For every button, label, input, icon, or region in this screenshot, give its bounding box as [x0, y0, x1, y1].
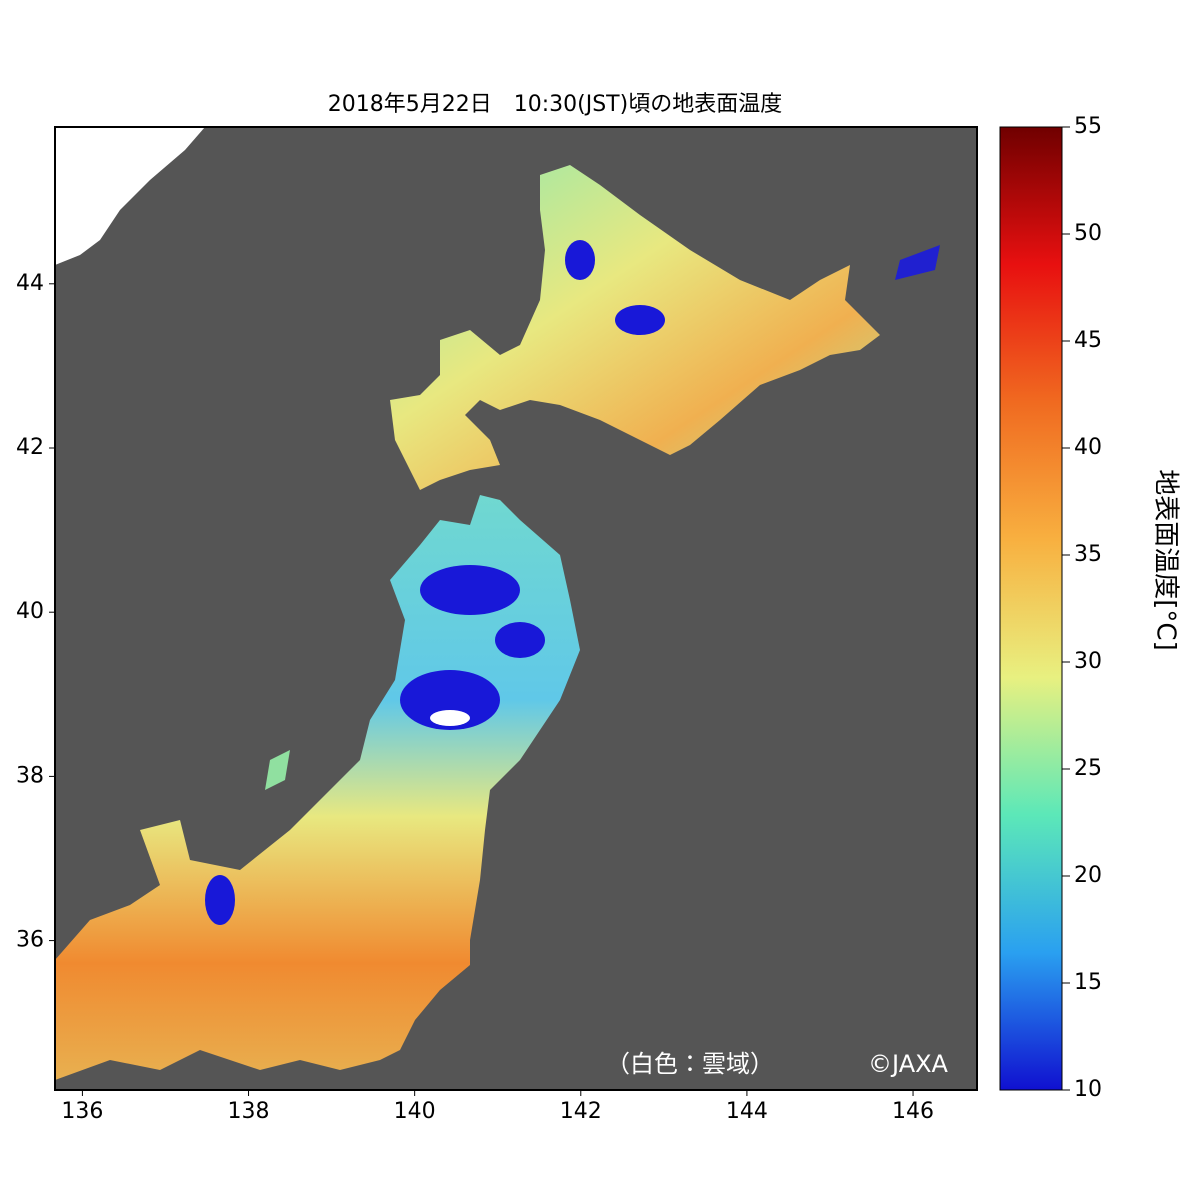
y-tick-label: 42: [16, 435, 44, 460]
colorbar: [999, 126, 1063, 1091]
y-tick-label: 44: [16, 271, 44, 296]
colorbar-tick-label: 25: [1074, 756, 1102, 781]
x-tick-label: 144: [726, 1099, 768, 1124]
colorbar-tick-label: 40: [1074, 435, 1102, 460]
y-tick-label: 40: [16, 599, 44, 624]
x-tick-label: 138: [228, 1099, 270, 1124]
no-data-area: [55, 127, 205, 265]
y-tick-label: 36: [16, 928, 44, 953]
x-tick-label: 136: [61, 1099, 103, 1124]
cloud: [430, 710, 470, 726]
colorbar-tick-label: 15: [1074, 970, 1102, 995]
colorbar-tick-label: 35: [1074, 542, 1102, 567]
kuril-island: [895, 245, 940, 280]
title: 2018年5月22日 10:30(JST)頃の地表面温度: [328, 92, 782, 117]
honshu: [55, 495, 580, 1080]
cloud-note: （白色：雲域）: [606, 1050, 774, 1078]
colorbar-tick-label: 45: [1074, 328, 1102, 353]
map-frame: [54, 126, 978, 1091]
colorbar-tick-label: 10: [1074, 1077, 1102, 1102]
credit: ©JAXA: [868, 1050, 949, 1078]
colorbar-label: 地表面温度[°C]: [1151, 469, 1181, 650]
map: （白色：雲域） ©JAXA: [55, 127, 977, 1090]
x-tick-label: 140: [394, 1099, 436, 1124]
x-tick-label: 142: [560, 1099, 602, 1124]
sado-island: [265, 750, 290, 790]
colorbar-tick-label: 50: [1074, 221, 1102, 246]
colorbar-tick-label: 55: [1074, 114, 1102, 139]
x-tick-label: 146: [892, 1099, 934, 1124]
colorbar-tick-label: 30: [1074, 649, 1102, 674]
colorbar-tick-label: 20: [1074, 863, 1102, 888]
y-tick-label: 38: [16, 763, 44, 788]
cold-patches: [205, 240, 665, 925]
